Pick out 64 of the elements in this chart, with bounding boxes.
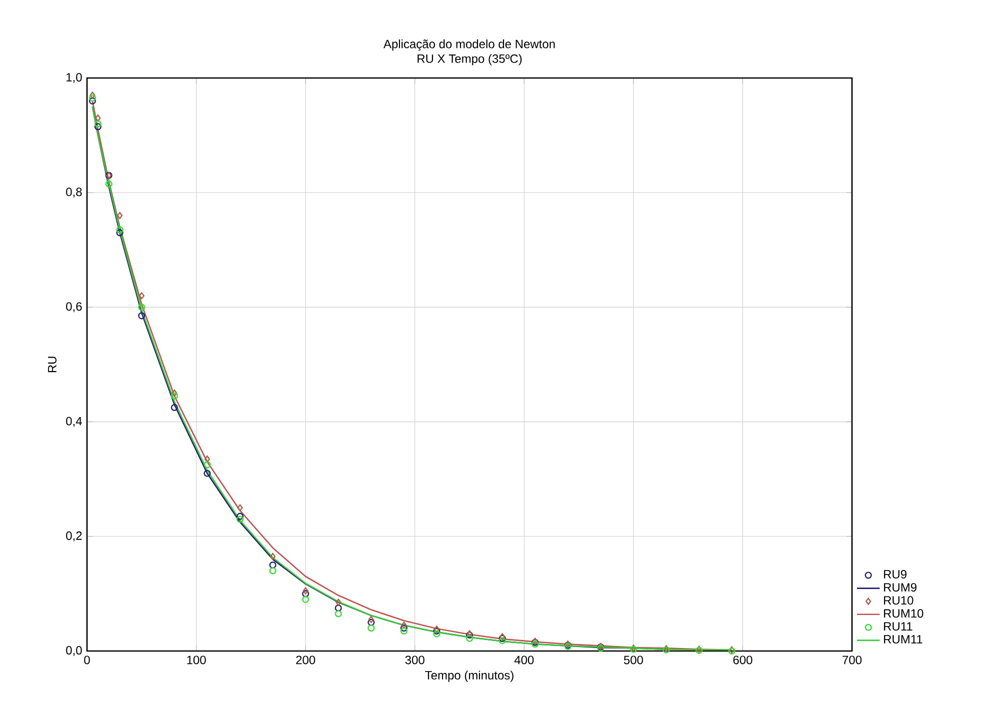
- point: [95, 114, 101, 122]
- x-tick-label: 300: [405, 656, 424, 664]
- point: [237, 504, 243, 512]
- y-axis-title: RU: [48, 356, 56, 372]
- point: [138, 292, 144, 300]
- point: [170, 404, 178, 412]
- x-tick-label: 0: [84, 656, 90, 664]
- point: [94, 120, 102, 128]
- point: [204, 461, 211, 468]
- point: [116, 212, 123, 220]
- point: [116, 226, 124, 234]
- y-tick-label: 0,2: [66, 531, 82, 542]
- point: [138, 312, 146, 320]
- point: [204, 456, 210, 463]
- point: [90, 92, 96, 99]
- point: [466, 634, 474, 642]
- point: [94, 123, 102, 130]
- point: [368, 616, 374, 624]
- x-tick-label: 200: [296, 656, 316, 664]
- legend-label: RUM11: [884, 635, 922, 644]
- point: [270, 552, 276, 560]
- point: [204, 470, 211, 477]
- y-tick-label: 0,0: [66, 646, 82, 656]
- point: [269, 562, 276, 569]
- point: [236, 512, 244, 520]
- x-axis-title: Tempo (minutos): [425, 670, 514, 682]
- legend-label: RU9: [884, 570, 906, 579]
- chart-subtitle: RU X Tempo (35ºC): [418, 54, 522, 66]
- point: [302, 587, 308, 594]
- point: [105, 180, 112, 188]
- x-tick-label: 500: [624, 656, 643, 664]
- y-tick-label: 0,6: [66, 302, 82, 312]
- y-tick-label: 0,8: [66, 188, 82, 198]
- chart-title: Aplicação do modelo de Newton: [383, 39, 555, 51]
- point: [116, 229, 124, 236]
- x-tick-label: 700: [842, 656, 862, 664]
- point: [334, 610, 342, 618]
- point: [400, 624, 408, 632]
- point: [336, 598, 342, 606]
- point: [138, 304, 146, 311]
- point: [170, 392, 178, 400]
- x-tick-label: 100: [187, 656, 206, 664]
- legend-label: RU11: [884, 622, 912, 631]
- point: [302, 596, 310, 603]
- point: [368, 618, 375, 626]
- x-tick-label: 600: [733, 656, 752, 664]
- point: [400, 627, 408, 634]
- point: [236, 516, 244, 523]
- point: [269, 567, 276, 574]
- point: [334, 604, 342, 612]
- legend-label: RU10: [884, 596, 914, 605]
- point: [302, 590, 310, 598]
- point: [368, 624, 375, 632]
- x-tick-label: 400: [514, 656, 534, 664]
- legend-label: RUM10: [884, 609, 924, 618]
- point: [88, 94, 96, 102]
- point: [498, 637, 506, 644]
- y-tick-label: 1,0: [66, 73, 82, 83]
- y-tick-label: 0,4: [66, 416, 82, 427]
- point: [401, 622, 407, 629]
- legend-label: RUM9: [884, 583, 916, 592]
- point: [433, 630, 440, 638]
- point: [88, 97, 96, 104]
- point: [172, 390, 178, 397]
